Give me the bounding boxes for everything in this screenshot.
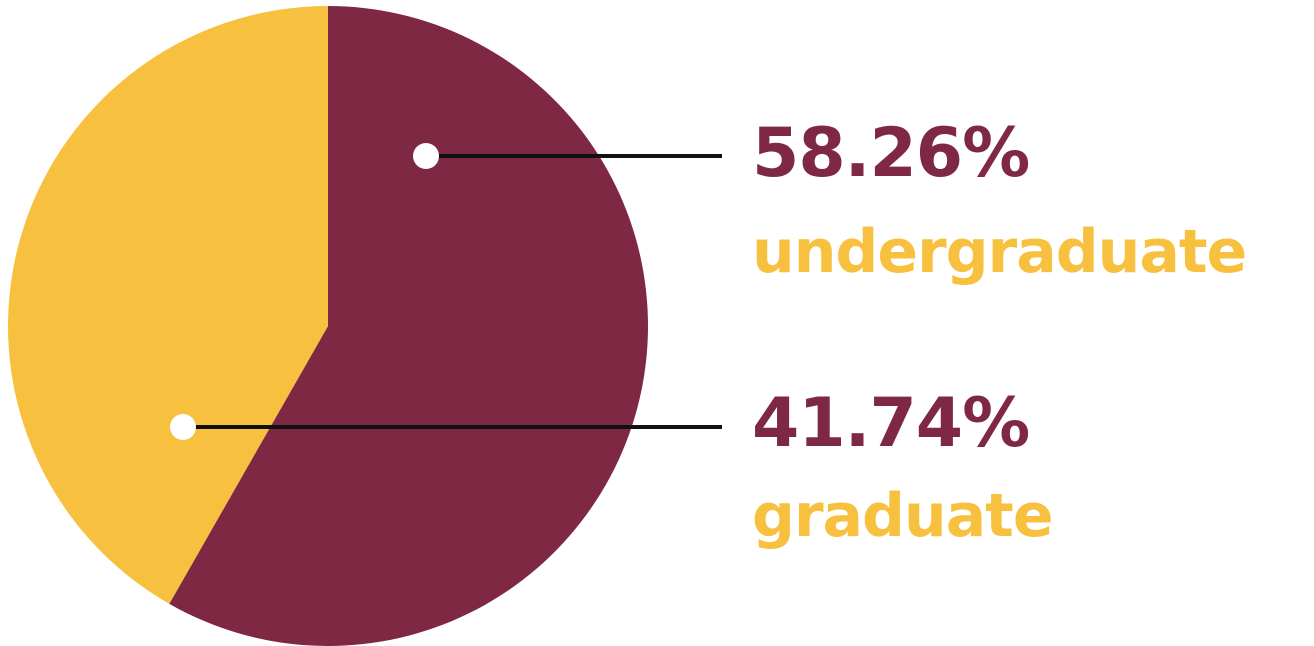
pie-slice-graduate <box>7 5 329 604</box>
graduate-name-label: graduate <box>752 481 1054 551</box>
marker-dot-undergraduate <box>413 143 439 169</box>
marker-dot-graduate <box>170 414 196 440</box>
graduate-percent-label: 41.74% <box>752 384 1030 463</box>
pie-slice-undergraduate <box>169 6 648 646</box>
undergraduate-name-label: undergraduate <box>752 217 1247 287</box>
leader-lines <box>170 143 722 440</box>
pie-slices <box>7 5 648 646</box>
undergraduate-percent-label: 58.26% <box>752 114 1030 193</box>
